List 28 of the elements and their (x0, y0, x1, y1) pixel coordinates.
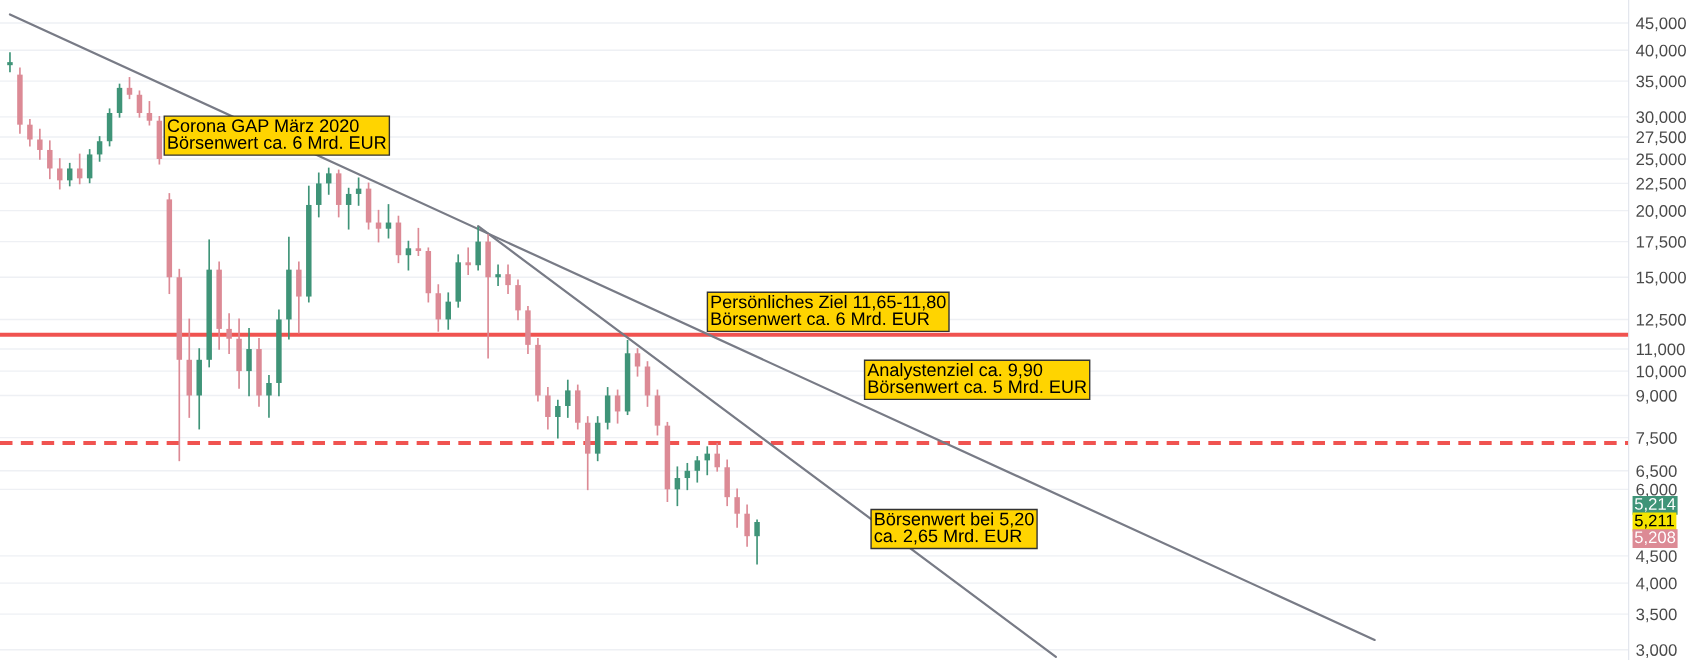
y-tick-label: 12,500 (1636, 313, 1686, 328)
y-tick-label: 7,500 (1636, 432, 1677, 446)
annotation: Analystenziel ca. 9,90 Börsenwert ca. 5 Mrd. EUR (867, 363, 1087, 394)
y-tick-label: 25,000 (1636, 153, 1686, 168)
y-tick-label: 10,000 (1636, 365, 1686, 380)
annotation: Börsenwert bei 5,20 ca. 2,65 Mrd. EUR (874, 512, 1034, 545)
y-tick-label: 9,000 (1636, 389, 1677, 404)
y-tick-label: 35,000 (1636, 75, 1686, 90)
y-tick-label: 4,500 (1636, 550, 1677, 565)
text: 5,214 (1634, 498, 1676, 512)
y-tick-label: 3,000 (1636, 644, 1677, 658)
y-tick-label: 6,500 (1636, 465, 1677, 479)
y-tick-label: 27,500 (1636, 131, 1686, 146)
text: 5,208 (1634, 531, 1676, 546)
annotation: Persönliches Ziel 11,65-11,80 Börsenwert ca. 6 Mrd. EUR (711, 295, 946, 326)
y-tick-label: 17,500 (1636, 235, 1686, 250)
text: 5,211 (1634, 514, 1674, 529)
y-tick-label: 45,000 (1636, 17, 1686, 32)
y-tick-label: 15,000 (1636, 271, 1686, 286)
y-tick-label: 20,000 (1636, 205, 1686, 219)
y-tick-label: 22,500 (1636, 177, 1686, 192)
annotation: Corona GAP März 2020 Börsenwert ca. 6 Mrd. EUR (167, 119, 386, 149)
y-tick-label: 30,000 (1636, 111, 1686, 126)
y-tick-label: 11,000 (1636, 343, 1685, 358)
y-tick-label: 40,000 (1636, 44, 1686, 59)
y-tick-label: 4,000 (1636, 577, 1677, 592)
y-tick-label: 3,500 (1636, 608, 1677, 623)
y-tick-label: 6,000 (1636, 483, 1677, 498)
